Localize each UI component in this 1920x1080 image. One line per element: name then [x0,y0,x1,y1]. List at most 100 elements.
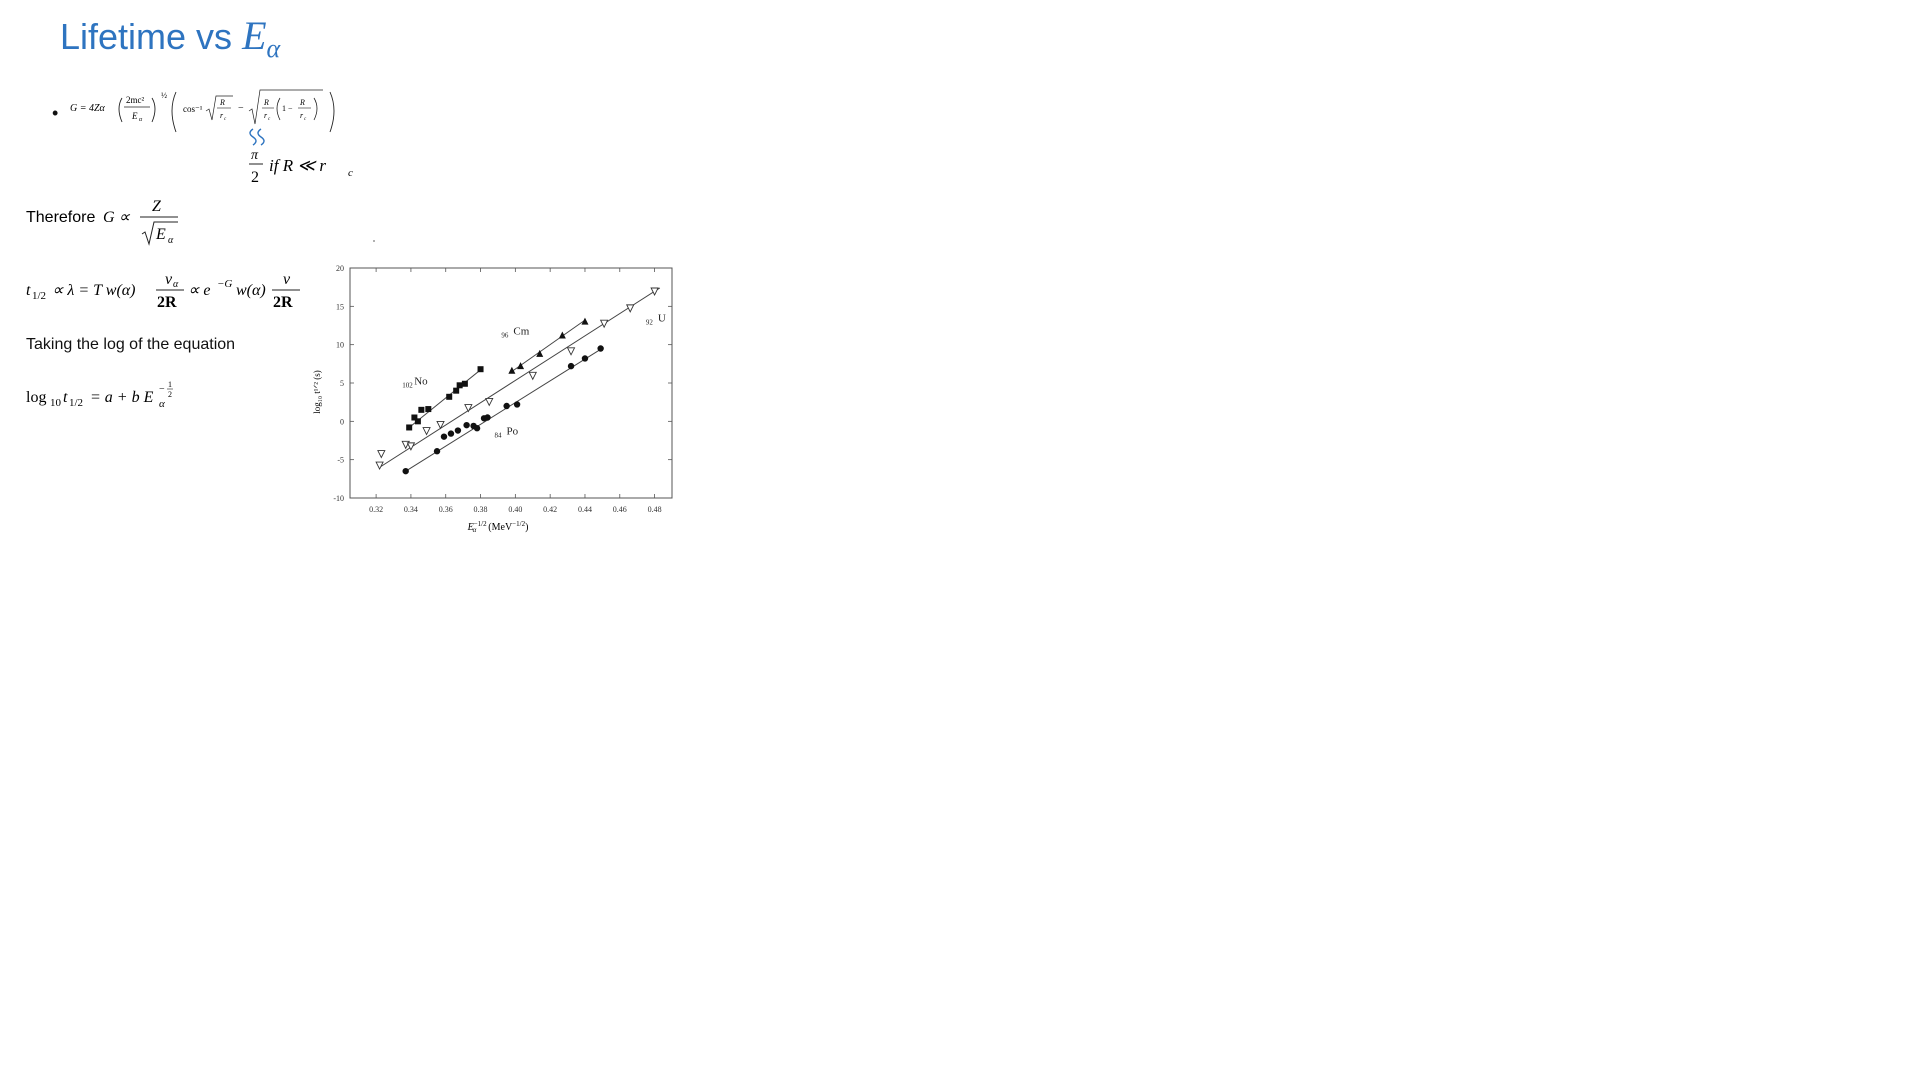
thalf-f2-den: 2R [273,294,293,311]
gamow-r3-den: r [300,111,304,120]
data-point-po [440,433,448,440]
log-t-sub: 1/2 [69,397,83,409]
log-equation: log 10 t 1/2 = a + b E α − 1 2 [26,380,173,410]
chart-svg: log₁₀ t¹ᐟ² (s) E−1/2 α (MeV−1/2) 0.32 0.34 0… [312,264,673,534]
gamow-exp: ½ [161,91,167,100]
x-axis-label-unit: (MeV [488,522,513,533]
log-e-sub: α [159,398,165,410]
x-tick-label: 0.46 [613,505,627,514]
stray-dot [373,240,375,242]
data-point-po [433,448,441,455]
data-point-cm [581,317,589,325]
approx-condition: if R ≪ r [269,156,326,175]
data-point-no [418,406,425,413]
data-point-u [375,461,384,471]
data-point-cm [508,366,516,374]
x-axis-label-var: E [467,522,474,533]
data-point-no [406,424,413,431]
y-tick-label: 5 [340,379,344,388]
title-text: Lifetime vs [60,16,243,57]
log-rest: = a + b E [90,389,154,406]
data-point-po [503,402,510,410]
log-exp-num: 1 [168,380,172,389]
thalf-lhs-sub: 1/2 [32,290,46,302]
data-point-po [597,345,604,352]
therefore-den: E [155,226,166,243]
data-point-po [454,427,462,434]
thalf-mid: ∝ λ = T w(α) [52,282,136,299]
title-variable-subscript: α [266,34,281,64]
series-label-cm: Cm [513,326,529,338]
y-tick-label: -5 [337,456,344,465]
data-point-no [477,366,484,373]
gamow-frac-den: E [131,111,138,121]
thalf-mid2-sup: −G [217,278,232,290]
data-point-no [425,406,432,413]
alpha-decay-chart: log₁₀ t¹ᐟ² (s) E−1/2 α (MeV−1/2) 0.32 0.34 0… [300,258,680,538]
thalf-f1-den: 2R [157,294,177,311]
approx-squiggle-icon [249,128,265,146]
therefore-text: Therefore [26,209,95,226]
bullet-marker: • [52,103,59,123]
series-label-z-po: 84 [494,431,502,439]
approximation-note: π 2 if R ≪ r c [249,128,353,186]
thalf-f2-num: v [283,271,291,288]
y-tick-label: 0 [340,417,344,426]
data-point-u [422,427,431,436]
gamow-r2-den-sub: c [268,117,271,122]
data-point-po [581,355,589,362]
approx-condition-sub: c [348,167,353,179]
x-tick-label: 0.32 [369,505,383,514]
gamow-r2-den: r [264,111,268,120]
therefore-den-sub: α [168,235,174,246]
y-tick-label: 20 [336,264,344,273]
thalf-f1-num-sub: α [173,279,179,290]
gamow-r1-den: r [220,111,224,120]
fit-line-no [408,368,483,428]
x-tick-label: 0.44 [578,505,592,514]
log-exp-minus: − [159,384,165,395]
thalf-mid3: w(α) [236,282,266,299]
series-label-u: U [658,313,666,325]
data-point-po [473,425,481,432]
gamow-cos: cos⁻¹ [183,104,203,114]
data-point-no [453,387,460,394]
x-tick-label: 0.48 [648,505,662,514]
data-point-u [650,287,659,297]
half-life-equation: t 1/2 ∝ λ = T w(α) v α 2R ∝ e −G w(α) v … [26,271,300,311]
thalf-f1-num: v [165,271,173,288]
x-axis-label: E−1/2 α (MeV−1/2) [467,520,529,534]
approx-two: 2 [251,169,259,186]
x-tick-label: 0.40 [508,505,522,514]
fit-line-cm [511,319,586,372]
series-label-z-u: 92 [646,319,654,327]
series-label-z-no: 102 [402,382,413,390]
data-point-po [402,467,409,475]
data-point-po [513,401,521,408]
data-point-u [485,397,494,407]
y-tick-label: -10 [333,494,344,503]
x-tick-label: 0.38 [474,505,488,514]
log-word: log [26,389,46,406]
gamow-r3-den-sub: c [304,117,307,122]
gamow-r1-den-sub: c [224,117,227,122]
y-tick-label: 10 [336,341,344,350]
data-point-cm [536,349,544,357]
data-point-no [414,418,421,425]
log-base: 10 [50,397,62,409]
gamow-frac-den-sub: α [139,117,143,123]
data-point-u [377,450,386,459]
therefore-equation: Therefore G ∝ Z E α [26,198,178,246]
data-point-no [456,382,463,389]
data-point-u [436,420,445,430]
x-axis-label-sup: −1/2 [474,520,487,528]
data-point-u [625,304,635,313]
series-label-no: No [414,376,428,388]
data-point-u [464,404,473,413]
gamow-frac-num: 2mc² [126,95,144,105]
gamow-r2-num: R [263,98,269,107]
page-title: Lifetime vs Eα [60,12,280,64]
series-label-z-cm: 96 [501,332,509,340]
data-point-po [567,362,575,370]
therefore-num: Z [152,198,162,215]
